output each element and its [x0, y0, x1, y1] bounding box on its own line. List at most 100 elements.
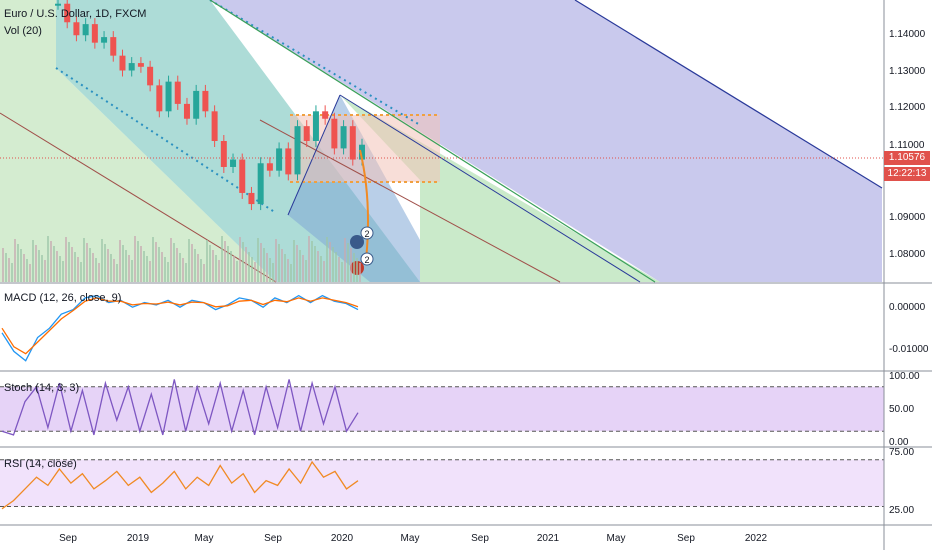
volume-bar: [359, 263, 361, 282]
volume-bar: [92, 253, 94, 282]
volume-bar: [170, 238, 172, 282]
volume-bar: [23, 254, 25, 282]
volume-bar: [284, 254, 286, 282]
volume-bar: [335, 252, 337, 282]
volume-bar: [44, 260, 46, 282]
rsi-indicator-label: RSI (14, close): [4, 458, 77, 470]
price-axis-tick-label: 1.13000: [889, 66, 926, 77]
price-candle: [248, 192, 255, 205]
volume-bar: [176, 248, 178, 282]
volume-bar: [218, 260, 220, 282]
price-candle: [193, 90, 200, 119]
volume-bar: [344, 238, 346, 282]
price-axis-tick-label: 1.12000: [889, 102, 926, 113]
volume-bar: [329, 242, 331, 282]
time-axis-tick-label: May: [607, 533, 626, 544]
stoch-axis-tick-label: 50.00: [889, 404, 914, 415]
rsi-axis-tick-label: 25.00: [889, 505, 914, 516]
price-candle: [119, 55, 126, 71]
time-axis-tick-label: 2022: [745, 533, 768, 544]
price-axis-tick-label: 1.11000: [889, 140, 925, 151]
volume-bar: [251, 257, 253, 282]
forecast-path: [359, 149, 369, 261]
dotted-channel-lower: [55, 67, 277, 214]
main-chart-title: Euro / U.S. Dollar, 1D, FXCM: [4, 8, 147, 20]
price-candle: [340, 126, 347, 149]
volume-bar: [35, 245, 37, 282]
volume-bar: [113, 259, 115, 282]
time-axis-tick-label: May: [195, 533, 214, 544]
volume-bar: [332, 247, 334, 282]
volume-bar: [245, 247, 247, 282]
macd-axis-tick-label: 0.00000: [889, 302, 926, 313]
price-candle: [239, 159, 246, 193]
price-candle: [331, 118, 338, 149]
volume-bar: [224, 241, 226, 282]
volume-bar: [293, 240, 295, 282]
price-candle: [156, 85, 163, 112]
volume-bar: [71, 247, 73, 282]
volume-bar: [239, 237, 241, 282]
price-candle: [101, 37, 108, 43]
price-axis-tick-label: 1.08000: [889, 249, 926, 260]
volume-bar: [38, 250, 40, 282]
volume-bar: [68, 242, 70, 282]
time-axis-tick-label: Sep: [677, 533, 695, 544]
price-candle: [322, 111, 329, 119]
volume-bar: [269, 258, 271, 282]
volume-bar: [254, 262, 256, 282]
volume-bar: [143, 251, 145, 282]
event-marker-eu-icon: [350, 235, 364, 249]
price-candle: [64, 3, 71, 23]
stoch-axis-tick-label: 0.00: [889, 437, 909, 448]
volume-bar: [104, 244, 106, 282]
price-candle: [285, 148, 292, 175]
volume-bar: [62, 261, 64, 282]
inner-channel-edge: [339, 94, 641, 283]
volume-bar: [41, 255, 43, 282]
pitchfork-zone-left: [0, 0, 276, 282]
volume-bar: [338, 257, 340, 282]
volume-bar: [128, 255, 130, 282]
volume-bar: [302, 255, 304, 282]
volume-bar: [83, 238, 85, 282]
volume-bar: [209, 245, 211, 282]
price-candle: [266, 163, 273, 171]
volume-bar: [125, 250, 127, 282]
volume-bar: [317, 251, 319, 282]
channel-green-edge: [209, 0, 656, 283]
volume-bar: [320, 256, 322, 282]
volume-indicator-label: Vol (20): [4, 25, 42, 37]
price-candle: [91, 24, 98, 43]
volume-bar: [197, 254, 199, 282]
volume-bar: [14, 239, 16, 282]
price-candle: [220, 141, 227, 167]
price-candle: [147, 66, 154, 86]
event-count-label: 2: [364, 255, 369, 265]
volume-bar: [299, 250, 301, 282]
volume-bar: [131, 260, 133, 282]
volume-bar: [305, 260, 307, 282]
volume-bar: [182, 258, 184, 282]
indicator-band: [0, 459, 884, 507]
channel-navy-edge: [574, 0, 883, 189]
price-candle: [359, 144, 365, 160]
price-candle: [137, 63, 144, 67]
volume-bar: [179, 253, 181, 282]
volume-bar: [173, 243, 175, 282]
price-candle: [303, 126, 310, 141]
pitchfork-handle: [287, 94, 341, 216]
volume-bar: [158, 247, 160, 282]
volume-bar: [116, 264, 118, 282]
price-candle: [211, 111, 218, 141]
volume-bar: [119, 240, 121, 282]
volume-bar: [149, 261, 151, 282]
volume-bar: [206, 240, 208, 282]
rsi-axis-tick-label: 75.00: [889, 447, 914, 458]
price-candle: [312, 111, 319, 141]
volume-bar: [17, 244, 19, 282]
volume-bar: [290, 264, 292, 282]
pitchfork-zone-right: [210, 0, 882, 282]
volume-bar: [350, 248, 352, 282]
